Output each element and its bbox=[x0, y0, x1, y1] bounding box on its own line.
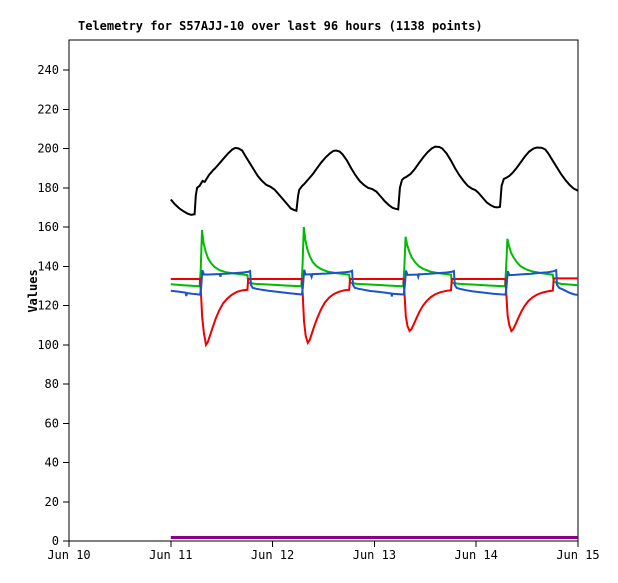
y-tick-label: 220 bbox=[37, 102, 59, 116]
y-tick-label: 200 bbox=[37, 142, 59, 156]
series-green-line bbox=[170, 226, 579, 288]
x-tick-label: Jun 14 bbox=[455, 548, 498, 562]
y-tick-label: 20 bbox=[45, 495, 59, 509]
y-tick-label: 100 bbox=[37, 338, 59, 352]
y-tick-label: 40 bbox=[45, 456, 59, 470]
x-tick-label: Jun 12 bbox=[251, 548, 294, 562]
x-tick-label: Jun 15 bbox=[556, 548, 599, 562]
y-tick-label: 120 bbox=[37, 299, 59, 313]
y-tick-label: 60 bbox=[45, 416, 59, 430]
chart-title: Telemetry for S57AJJ-10 over last 96 hou… bbox=[78, 19, 483, 33]
series-black-line bbox=[170, 145, 579, 216]
y-axis-label: Values bbox=[26, 269, 40, 313]
y-tick-label: 180 bbox=[37, 181, 59, 195]
y-tick-label: 160 bbox=[37, 220, 59, 234]
y-tick-label: 0 bbox=[52, 534, 59, 548]
plot-frame bbox=[68, 39, 579, 542]
x-tick-label: Jun 11 bbox=[149, 548, 192, 562]
y-tick-label: 240 bbox=[37, 63, 59, 77]
y-tick-label: 80 bbox=[45, 377, 59, 391]
y-tick-label: 140 bbox=[37, 259, 59, 273]
series-blue-line bbox=[170, 268, 579, 297]
x-tick-label: Jun 13 bbox=[353, 548, 396, 562]
x-tick-label: Jun 10 bbox=[47, 548, 90, 562]
series-red-line bbox=[170, 277, 578, 348]
